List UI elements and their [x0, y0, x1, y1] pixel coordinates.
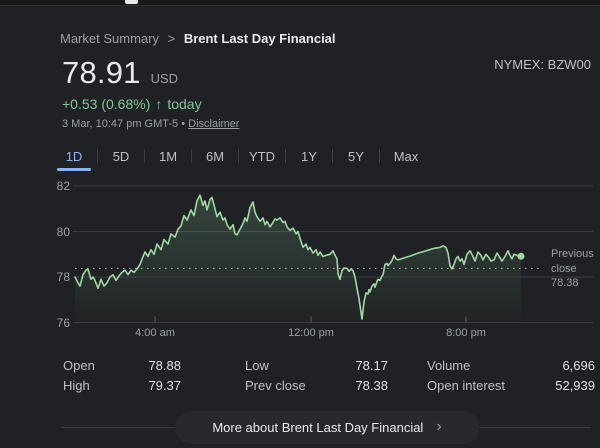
stat-row-volume: Volume 6,696 [427, 355, 595, 375]
stats-column-3: Volume 6,696 Open interest 52,939 [427, 355, 595, 395]
tab-divider [379, 149, 380, 163]
tab-label: 1Y [301, 148, 317, 164]
browser-tab-highlight [125, 0, 138, 4]
stat-value: 52,939 [555, 377, 595, 393]
stat-value: 78.38 [355, 377, 388, 393]
up-arrow-icon: ↑ [155, 96, 163, 112]
more-about-label: More about Brent Last Day Financial [212, 420, 424, 435]
tab-1m[interactable]: 1M [145, 143, 191, 169]
stat-label: Low [245, 357, 269, 373]
time-range-tabs: 1D 5D 1M 6M YTD 1Y 5Y Max [51, 143, 432, 171]
tab-label: 1M [158, 148, 178, 164]
more-about-button[interactable]: More about Brent Last Day Financial › [175, 411, 479, 444]
previous-close-annotation: Previous close 78.38 [551, 247, 599, 291]
currency-label: USD [150, 71, 179, 86]
price-change-row: +0.53 (0.68%) ↑ today [62, 96, 202, 112]
chart-area-fill [75, 195, 521, 323]
stat-label: Open interest [427, 377, 506, 393]
tab-divider [144, 149, 145, 163]
x-axis-label-3: 8:00 pm [446, 327, 486, 339]
breadcrumb-market-summary-link[interactable]: Market Summary [60, 31, 159, 46]
previous-close-value: 78.38 [551, 277, 579, 289]
quote-timestamp: 3 Mar, 10:47 pm GMT-5 • Disclaimer [62, 118, 239, 130]
y-axis-label-78: 78 [56, 270, 70, 284]
tab-label: 5D [112, 148, 130, 164]
y-axis-label-76: 76 [56, 315, 70, 330]
tab-divider [238, 149, 239, 163]
stat-value: 78.88 [148, 357, 181, 373]
exchange-ticker-label: NYMEX: BZW00 [494, 57, 591, 72]
change-period-label: today [167, 96, 202, 112]
tab-label: 5Y [348, 148, 364, 164]
tab-divider [191, 149, 192, 163]
latest-price-dot [517, 252, 525, 260]
active-tab-underline [57, 168, 91, 171]
tab-1d[interactable]: 1D [51, 143, 97, 171]
tab-1y[interactable]: 1Y [286, 143, 332, 169]
tab-ytd[interactable]: YTD [239, 143, 285, 169]
stat-value: 6,696 [562, 357, 595, 373]
y-axis-label-80: 80 [56, 224, 70, 239]
stat-label: High [63, 377, 90, 393]
price-row: 78.91 USD [62, 55, 178, 91]
y-axis-label-82: 82 [56, 179, 70, 193]
key-stats-grid: Open 78.88 High 79.37 Low 78.17 Prev close 78.3… [0, 355, 600, 397]
price-chart[interactable] [0, 180, 600, 346]
timestamp-text: 3 Mar, 10:47 pm GMT-5 • [62, 118, 186, 130]
price-change: +0.53 (0.68%) [62, 96, 151, 112]
stat-row-high: High 79.37 [63, 375, 181, 395]
current-price: 78.91 [62, 55, 141, 90]
tab-6m[interactable]: 6M [192, 143, 238, 169]
stat-row-open: Open 78.88 [63, 355, 181, 375]
stats-column-1: Open 78.88 High 79.37 [63, 355, 181, 395]
tab-divider [332, 149, 333, 163]
tab-divider [97, 149, 98, 163]
stats-column-2: Low 78.17 Prev close 78.38 [245, 355, 388, 395]
x-axis-label-1: 4:00 am [135, 327, 175, 339]
stat-label: Volume [427, 357, 471, 373]
stat-row-low: Low 78.17 [245, 355, 388, 375]
tab-label: Max [393, 148, 419, 164]
price-line [74, 194, 522, 320]
stat-value: 79.37 [148, 377, 181, 393]
stat-value: 78.17 [355, 357, 388, 373]
breadcrumb: Market Summary > Brent Last Day Financia… [60, 31, 336, 47]
breadcrumb-current-page: Brent Last Day Financial [183, 31, 336, 46]
tab-divider [285, 149, 286, 163]
tab-label: YTD [249, 148, 275, 164]
stat-row-prev-close: Prev close 78.38 [245, 375, 388, 395]
chevron-right-icon: › [436, 417, 442, 435]
disclaimer-link[interactable]: Disclaimer [188, 118, 240, 130]
tab-label: 6M [205, 148, 225, 164]
tab-max[interactable]: Max [380, 143, 432, 169]
stat-row-open-interest: Open interest 52,939 [427, 375, 595, 395]
previous-close-text: Previous close [551, 248, 594, 275]
tab-label: 1D [65, 148, 83, 164]
tab-5y[interactable]: 5Y [333, 143, 379, 169]
stat-label: Open [63, 357, 95, 373]
stat-label: Prev close [245, 377, 306, 393]
x-axis-label-2: 12:00 pm [288, 327, 334, 339]
breadcrumb-separator: > [167, 31, 176, 46]
tab-5d[interactable]: 5D [98, 143, 144, 169]
browser-edge-strip [0, 0, 600, 6]
